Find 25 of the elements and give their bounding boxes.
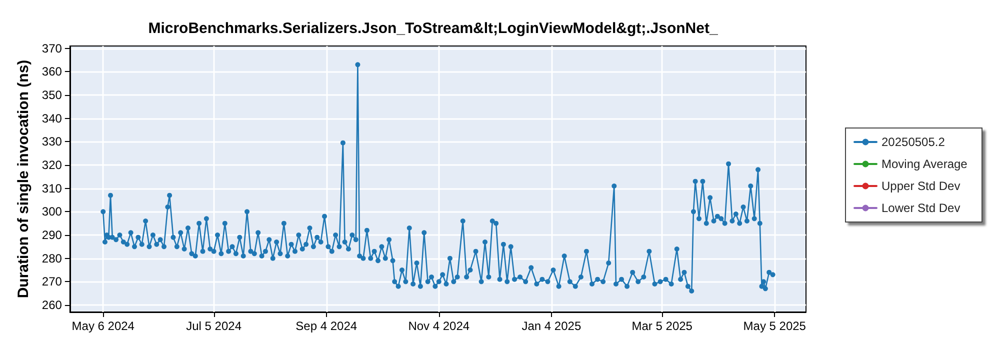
y-tick-label: 280 (42, 251, 62, 266)
y-tick-label: 350 (42, 88, 62, 102)
y-axis-title: Duration of single invocation (ns) (15, 60, 32, 298)
x-tick-label: Nov 4 2024 (408, 319, 470, 333)
x-tick-label: Mar 5 2025 (632, 319, 693, 333)
x-tick-label: Jan 4 2025 (522, 319, 582, 333)
y-tick-label: 310 (42, 181, 62, 196)
y-tick-label: 360 (42, 64, 62, 79)
y-tick-label: 320 (42, 158, 62, 172)
legend-label: 20250505.2 (882, 135, 946, 149)
x-tick-label: Jul 5 2024 (186, 319, 242, 333)
y-tick-label: 290 (42, 228, 62, 242)
x-tick-label: May 6 2024 (72, 319, 135, 333)
y-tick-label: 300 (42, 204, 62, 219)
y-tick-label: 260 (42, 298, 62, 312)
y-tick-label: 270 (42, 274, 62, 289)
y-tick-label: 370 (42, 41, 62, 56)
chart-title: MicroBenchmarks.Serializers.Json_ToStream&lt;LoginViewModel&gt;.JsonNet_ (148, 20, 718, 37)
x-tick-label: May 5 2025 (743, 319, 806, 333)
x-tick-label: Sep 4 2024 (296, 319, 358, 333)
legend-label: Moving Average (882, 157, 968, 171)
y-tick-label: 340 (42, 111, 62, 126)
legend-label: Lower Std Dev (882, 201, 960, 215)
legend-label: Upper Std Dev (882, 179, 960, 193)
y-tick-label: 330 (42, 134, 62, 149)
